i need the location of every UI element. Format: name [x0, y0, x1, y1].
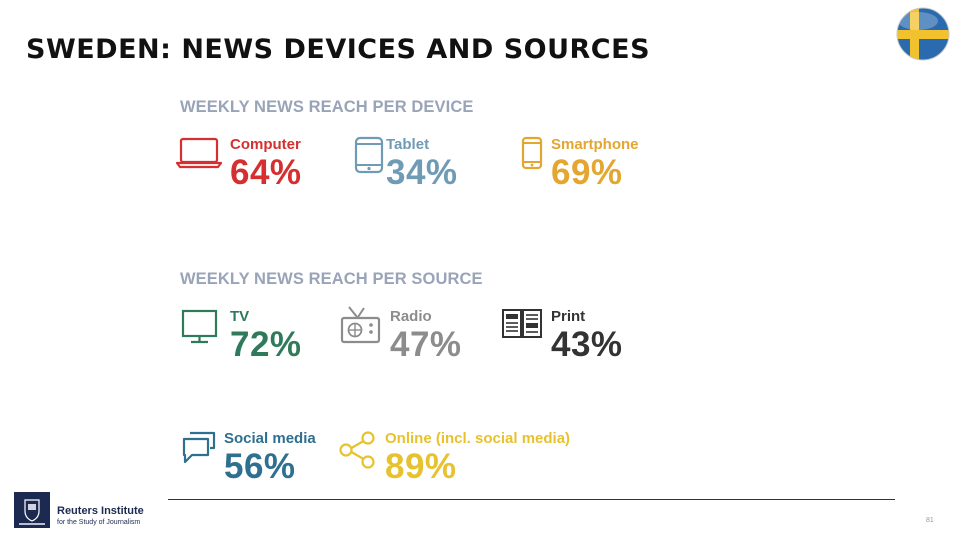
stat-social-media: Social media 56%	[181, 430, 331, 486]
page-title: SWEDEN: NEWS DEVICES AND SOURCES	[26, 34, 651, 65]
oxford-crest-icon	[14, 492, 50, 528]
stat-online-label: Online (incl. social media)	[385, 430, 571, 447]
stat-print-label: Print	[551, 308, 586, 325]
stat-social-media-label: Social media	[224, 430, 316, 447]
stat-tablet: Tablet 34%	[354, 136, 504, 192]
logo-title: Reuters Institute	[57, 505, 144, 517]
stat-radio-value: 47%	[390, 325, 462, 364]
tablet-icon	[354, 136, 384, 174]
stat-tablet-label: Tablet	[386, 136, 430, 153]
stat-computer-label: Computer	[230, 136, 301, 153]
smartphone-icon	[521, 136, 543, 170]
stat-social-media-value: 56%	[224, 447, 296, 486]
stat-tablet-value: 34%	[386, 153, 458, 192]
stat-radio-label: Radio	[390, 308, 432, 325]
tv-icon	[181, 309, 218, 344]
logo-subtitle: for the Study of Journalism	[57, 519, 141, 526]
stat-tv: TV 72%	[181, 308, 321, 364]
stat-smartphone: Smartphone 69%	[521, 136, 671, 192]
stat-print-value: 43%	[551, 325, 623, 364]
newspaper-icon	[502, 309, 542, 338]
stat-tv-label: TV	[230, 308, 250, 325]
stat-smartphone-label: Smartphone	[551, 136, 639, 153]
stat-online: Online (incl. social media) 89%	[337, 430, 597, 486]
stat-radio: Radio 47%	[340, 304, 490, 364]
radio-icon	[340, 306, 381, 344]
page-number: 81	[926, 517, 934, 524]
stat-tv-value: 72%	[230, 325, 302, 364]
source-section-heading: WEEKLY NEWS REACH PER SOURCE	[180, 270, 483, 288]
stat-online-value: 89%	[385, 447, 457, 486]
stat-computer: Computer 64%	[176, 136, 336, 192]
sweden-flag-icon	[896, 7, 950, 61]
stat-smartphone-value: 69%	[551, 153, 623, 192]
device-section-heading: WEEKLY NEWS REACH PER DEVICE	[180, 98, 474, 116]
share-icon	[339, 431, 375, 469]
stat-computer-value: 64%	[230, 153, 302, 192]
stat-print: Print 43%	[501, 308, 651, 364]
footer-divider	[168, 499, 895, 500]
laptop-icon	[176, 137, 222, 169]
chat-bubbles-icon	[182, 431, 216, 464]
